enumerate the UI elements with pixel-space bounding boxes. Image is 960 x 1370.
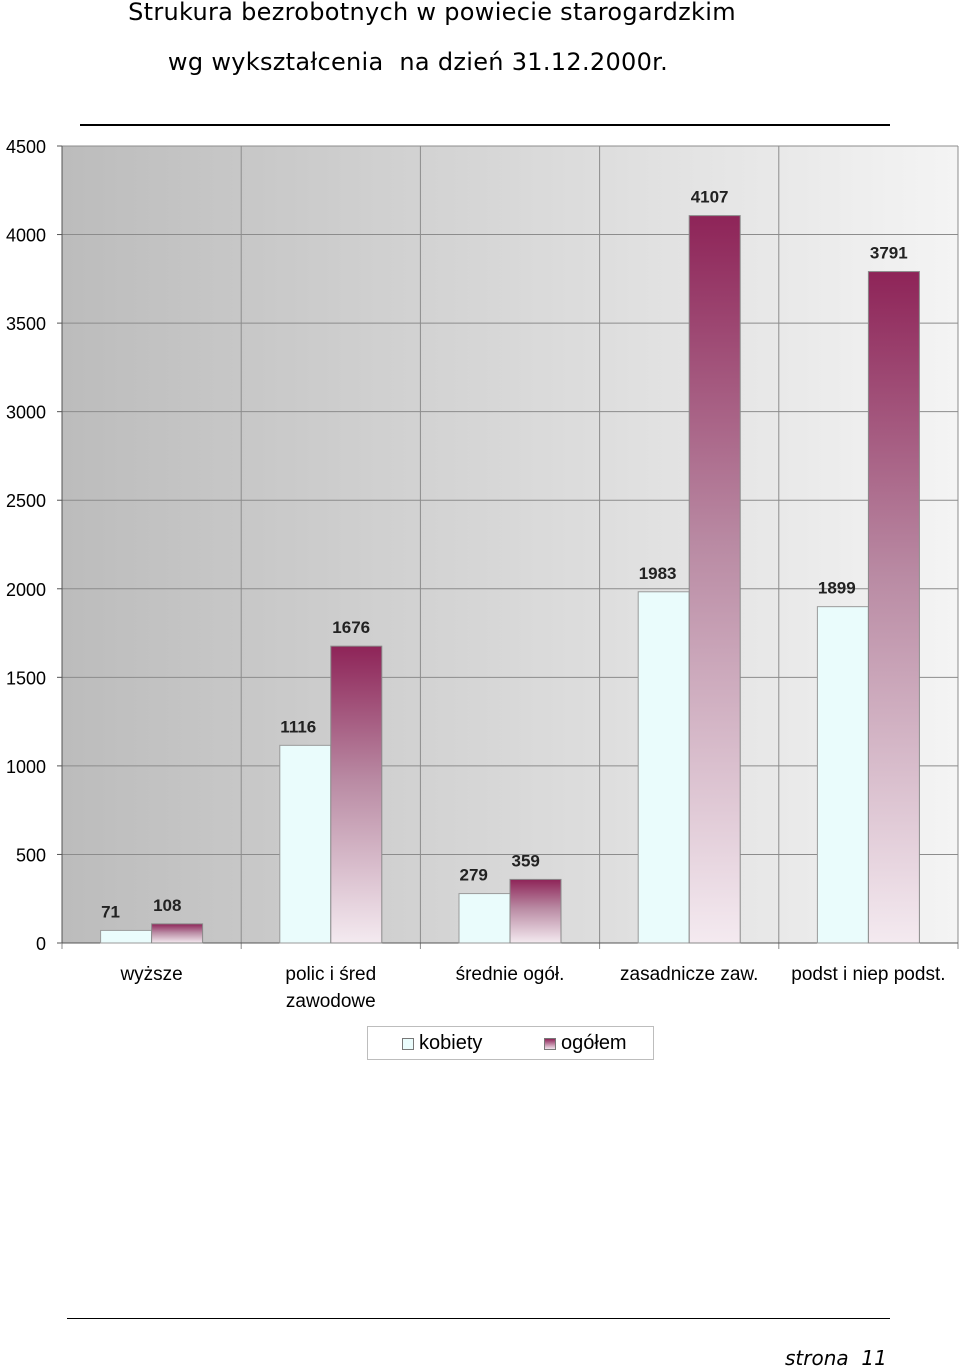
bar-kobiety-4 — [816, 606, 869, 944]
legend-swatch-kobiety — [402, 1037, 414, 1050]
y-tick-label: 3500 — [6, 314, 46, 334]
legend-label-ogolem: ogółem — [561, 1032, 627, 1054]
top-rule — [80, 124, 890, 126]
bar-kobiety-1 — [279, 744, 332, 944]
plot-area — [62, 146, 958, 943]
x-category-label: wyższe — [119, 964, 182, 985]
data-label-kobiety-0: 71 — [101, 902, 120, 921]
chart-legend: kobiety ogółem — [367, 1026, 654, 1060]
x-category-label: średnie ogół. — [456, 964, 565, 985]
page-number: strona 11 — [785, 1346, 887, 1370]
bar-ogolem-2 — [509, 878, 562, 944]
y-tick-label: 500 — [16, 845, 46, 865]
data-label-kobiety-3: 1983 — [639, 564, 677, 583]
y-tick-label: 2500 — [6, 491, 46, 511]
x-category-label: podst i niep podst. — [791, 964, 945, 985]
legend-swatch-ogolem — [544, 1037, 556, 1050]
data-label-kobiety-1: 1116 — [280, 717, 316, 736]
data-label-ogolem-3: 4107 — [691, 188, 729, 207]
chart-title-line-1: Strukura bezrobotnych w powiecie staroga… — [128, 0, 736, 26]
x-category-label: zawodowe — [286, 991, 376, 1012]
y-tick-label: 4500 — [6, 137, 46, 157]
y-tick-label: 2000 — [6, 580, 46, 600]
legend-item-ogolem: ogółem — [544, 1032, 627, 1055]
x-category-label: polic i śred — [285, 964, 376, 985]
bottom-rule — [67, 1318, 890, 1319]
chart-title-line-2: wg wykształcenia na dzień 31.12.2000r. — [167, 48, 669, 76]
y-tick-label: 3000 — [6, 403, 46, 423]
bar-ogolem-3 — [688, 215, 741, 944]
data-label-kobiety-4: 1899 — [818, 579, 856, 598]
bar-kobiety-0 — [100, 929, 153, 944]
y-tick-label: 1000 — [6, 757, 46, 777]
legend-label-kobiety: kobiety — [419, 1032, 483, 1054]
data-label-ogolem-1: 1676 — [332, 618, 370, 637]
legend-item-kobiety: kobiety — [402, 1032, 482, 1055]
data-label-kobiety-2: 279 — [460, 866, 488, 885]
x-category-label: zasadnicze zaw. — [620, 964, 758, 985]
data-label-ogolem-4: 3791 — [870, 244, 908, 263]
bar-kobiety-2 — [458, 893, 511, 944]
y-tick-label: 0 — [36, 934, 46, 954]
y-tick-label: 4000 — [6, 226, 46, 246]
bar-ogolem-4 — [867, 271, 920, 944]
bar-kobiety-3 — [637, 591, 690, 944]
bar-ogolem-1 — [330, 645, 383, 944]
data-label-ogolem-0: 108 — [153, 896, 181, 915]
bar-chart: 0 500 1000 1500 2000 2500 3000 3500 4000 4500 71 11… — [6, 137, 959, 1012]
data-label-ogolem-2: 359 — [512, 851, 540, 870]
y-tick-label: 1500 — [6, 668, 46, 688]
bar-ogolem-0 — [151, 923, 204, 944]
